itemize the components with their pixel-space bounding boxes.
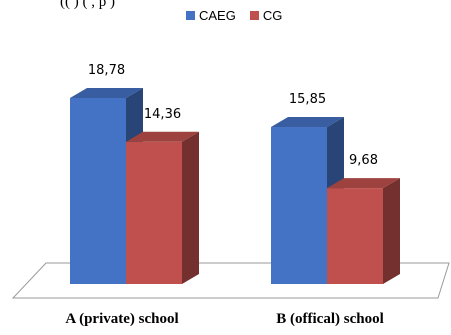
bar-front-caeg-b — [271, 127, 327, 284]
value-label-caeg-a: 18,78 — [88, 63, 125, 78]
bar-side-cg-b — [383, 178, 400, 284]
value-label-caeg-b: 15,85 — [289, 92, 326, 107]
category-label-a: A (private) school — [65, 311, 178, 328]
category-label-b: B (offical) school — [276, 311, 383, 328]
bar-front-cg-b — [327, 188, 383, 284]
bar-cg-a — [126, 132, 199, 284]
value-label-cg-a: 14,36 — [144, 107, 181, 122]
bar-cg-b — [327, 178, 400, 284]
bar-front-caeg-a — [70, 98, 126, 284]
value-label-cg-b: 9,68 — [349, 153, 378, 168]
bar-side-cg-a — [182, 132, 199, 284]
bar-front-cg-a — [126, 142, 182, 284]
